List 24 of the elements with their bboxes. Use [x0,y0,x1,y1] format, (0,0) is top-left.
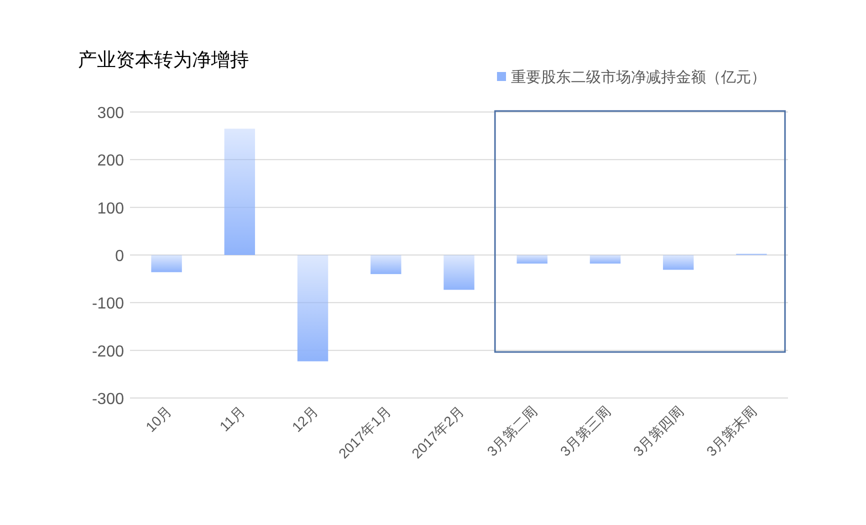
y-tick-label: 0 [115,248,124,265]
chart-title: 产业资本转为净增持 [78,50,249,71]
x-tick-label: 3月第末周 [703,402,760,460]
y-tick-label: 200 [97,152,124,170]
bar [151,255,182,272]
bar [297,255,328,362]
y-tick-label: 100 [97,200,124,218]
bar [516,255,548,264]
bar [590,255,621,264]
y-tick-label: 300 [97,105,124,122]
x-tick-label: 3月第四周 [630,402,686,460]
legend-label: 重要股东二级市场净减持金额（亿元） [511,69,766,86]
bar [662,255,694,270]
bar [370,255,402,274]
x-tick-label: 10月 [142,402,175,436]
x-tick-label: 12月 [288,402,321,436]
x-tick-label: 3月第三周 [556,402,614,460]
x-tick-label: 3月第二周 [484,402,540,460]
y-tick-label: -100 [92,296,124,313]
y-tick-label: -300 [92,391,124,408]
bar [444,255,474,290]
x-tick-label: 11月 [216,402,248,434]
y-tick-label: -200 [92,343,124,360]
bar [224,128,256,255]
